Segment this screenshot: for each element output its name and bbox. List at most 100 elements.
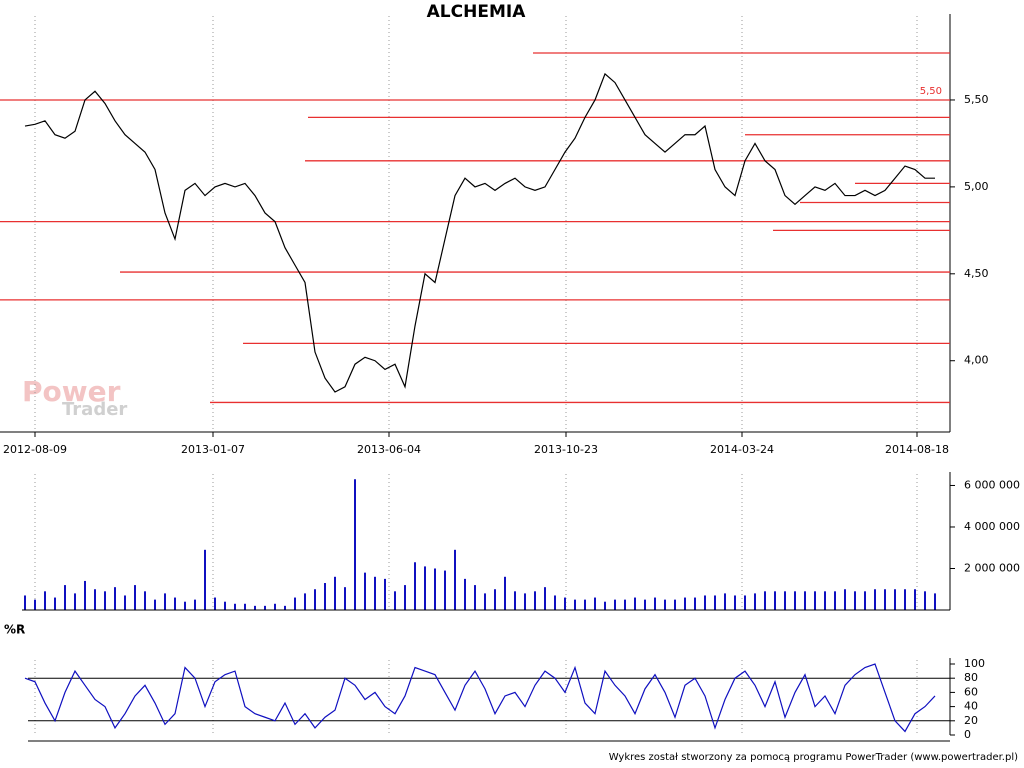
volume-bar [344, 587, 346, 610]
volume-bar [334, 576, 336, 610]
volume-bar [64, 585, 66, 610]
volume-bar [454, 549, 456, 610]
volume-bar [24, 595, 26, 610]
volume-bar [694, 597, 696, 610]
y-tick-label: 60 [964, 685, 978, 698]
panel-title: %R [4, 623, 25, 637]
volume-bar [474, 585, 476, 610]
y-tick-label: 2 000 000 [964, 561, 1020, 574]
volume-bar [464, 578, 466, 610]
volume-bar [904, 589, 906, 610]
volume-bar [284, 605, 286, 610]
volume-bar [844, 589, 846, 610]
volume-bar [134, 585, 136, 610]
volume-bar [794, 591, 796, 610]
volume-bar [414, 562, 416, 610]
volume-bar [234, 603, 236, 610]
x-tick-label: 2014-03-24 [710, 443, 774, 456]
volume-bar [684, 597, 686, 610]
volume-bar [934, 593, 936, 610]
volume-bar [224, 601, 226, 610]
volume-bar [394, 591, 396, 610]
volume-bar [184, 601, 186, 610]
price-line [24, 72, 935, 393]
volume-bar [244, 603, 246, 610]
volume-bar [124, 595, 126, 610]
volume-bar [664, 599, 666, 610]
y-tick-label: 80 [964, 671, 978, 684]
volume-bar [624, 599, 626, 610]
volume-bar [674, 599, 676, 610]
volume-bar [774, 591, 776, 610]
volume-bar [384, 578, 386, 610]
volume-bar [214, 597, 216, 610]
volume-bar [724, 593, 726, 610]
volume-bar [804, 591, 806, 610]
volume-bar [834, 591, 836, 610]
volume-bar [654, 597, 656, 610]
x-tick-label: 2012-08-09 [3, 443, 67, 456]
y-tick-label: 4,00 [964, 354, 989, 367]
volume-bar [294, 597, 296, 610]
volume-bar [744, 595, 746, 610]
volume-bar [884, 589, 886, 610]
volume-bar [894, 589, 896, 610]
volume-bar [114, 587, 116, 610]
footer: Wykres został stworzony za pomocą progra… [609, 752, 1018, 763]
volume-bar [644, 599, 646, 610]
volume-bar [714, 595, 716, 610]
volume-bar [424, 566, 426, 610]
volume-bar [524, 593, 526, 610]
volume-bar [264, 605, 266, 610]
volume-bar [434, 568, 436, 610]
volume-bar [274, 603, 276, 610]
y-tick-label: 0 [964, 728, 971, 741]
volume-bar [754, 593, 756, 610]
volume-bar [364, 572, 366, 610]
volume-bar [594, 597, 596, 610]
volume-bar [574, 599, 576, 610]
volume-bar [174, 597, 176, 610]
volume-bar [564, 597, 566, 610]
volume-bar [494, 589, 496, 610]
volume-bar [84, 580, 86, 610]
volume-bar [914, 589, 916, 610]
volume-bar [164, 593, 166, 610]
volume-bar [814, 591, 816, 610]
volume-bar [734, 595, 736, 610]
volume-bar [324, 583, 326, 610]
volume-bar [444, 570, 446, 610]
volume-bar [554, 595, 556, 610]
volume-bar [374, 576, 376, 610]
y-tick-label: 4 000 000 [964, 520, 1020, 533]
volume-bar [614, 599, 616, 610]
volume-bar [604, 601, 606, 610]
volume-bar [104, 591, 106, 610]
y-tick-label: 40 [964, 700, 978, 713]
volume-bar [314, 589, 316, 610]
volume-bar [354, 479, 356, 610]
volume-bar [584, 599, 586, 610]
volume-bar [534, 591, 536, 610]
volume-bar [154, 599, 156, 610]
price-line [24, 663, 936, 733]
volume-bar [144, 591, 146, 610]
volume-bar [764, 591, 766, 610]
watermark: Trader [62, 399, 127, 420]
y-tick-label: 20 [964, 714, 978, 727]
volume-bar [54, 597, 56, 610]
volume-bar [504, 576, 506, 610]
volume-bar [854, 591, 856, 610]
volume-bar [44, 591, 46, 610]
volume-bar [204, 549, 206, 610]
volume-bar [544, 587, 546, 610]
x-tick-label: 2013-06-04 [357, 443, 421, 456]
y-tick-label: 100 [964, 657, 985, 670]
x-tick-label: 2013-10-23 [534, 443, 598, 456]
y-tick-label: 5,50 [964, 93, 989, 106]
volume-bar [304, 593, 306, 610]
volume-bar [34, 599, 36, 610]
volume-bar [254, 605, 256, 610]
